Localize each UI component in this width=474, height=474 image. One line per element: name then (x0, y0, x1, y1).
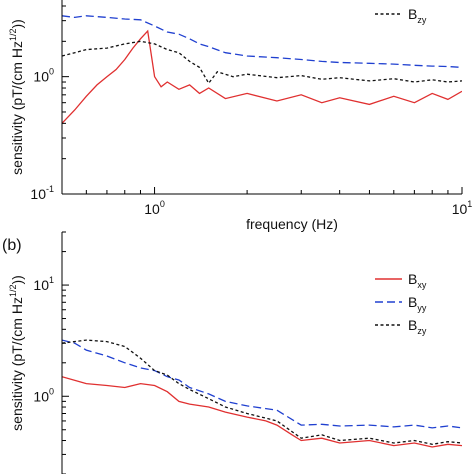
series-line-zy (62, 40, 462, 85)
x-tick-label: 101 (452, 199, 473, 217)
legend-label-xy: Bxy (408, 271, 427, 290)
y-tick-label: 10-1 (30, 184, 54, 202)
legend: Bxy Byy Bzy (375, 271, 427, 336)
y-tick-label: 100 (33, 67, 54, 85)
panel-a: 10-1 100 100 101 frequency (Hz) sensitivity (… (8, 0, 472, 232)
x-axis-label: frequency (Hz) (246, 216, 338, 232)
series-line-xy (62, 29, 462, 124)
y-axis-label: sensitivity (pT/(cm Hz1/2)) (8, 19, 25, 175)
y-axis-label: sensitivity (pT/(cm Hz1/2)) (8, 275, 25, 431)
series-group (62, 339, 462, 448)
series-group (62, 15, 462, 124)
series-line-yy (62, 339, 462, 429)
series-line-xy (62, 376, 462, 448)
legend: Bzy (375, 6, 427, 25)
legend-label-yy: Byy (408, 294, 427, 313)
series-line-yy (62, 15, 462, 69)
legend-label-zy: Bzy (408, 6, 427, 25)
series-line-zy (62, 339, 462, 445)
y-tick-label: 101 (33, 275, 54, 293)
y-tick-label: 100 (33, 386, 54, 404)
legend-label-zy: Bzy (408, 317, 427, 336)
x-tick-label: 100 (144, 199, 165, 217)
panel-label: (b) (2, 237, 22, 254)
